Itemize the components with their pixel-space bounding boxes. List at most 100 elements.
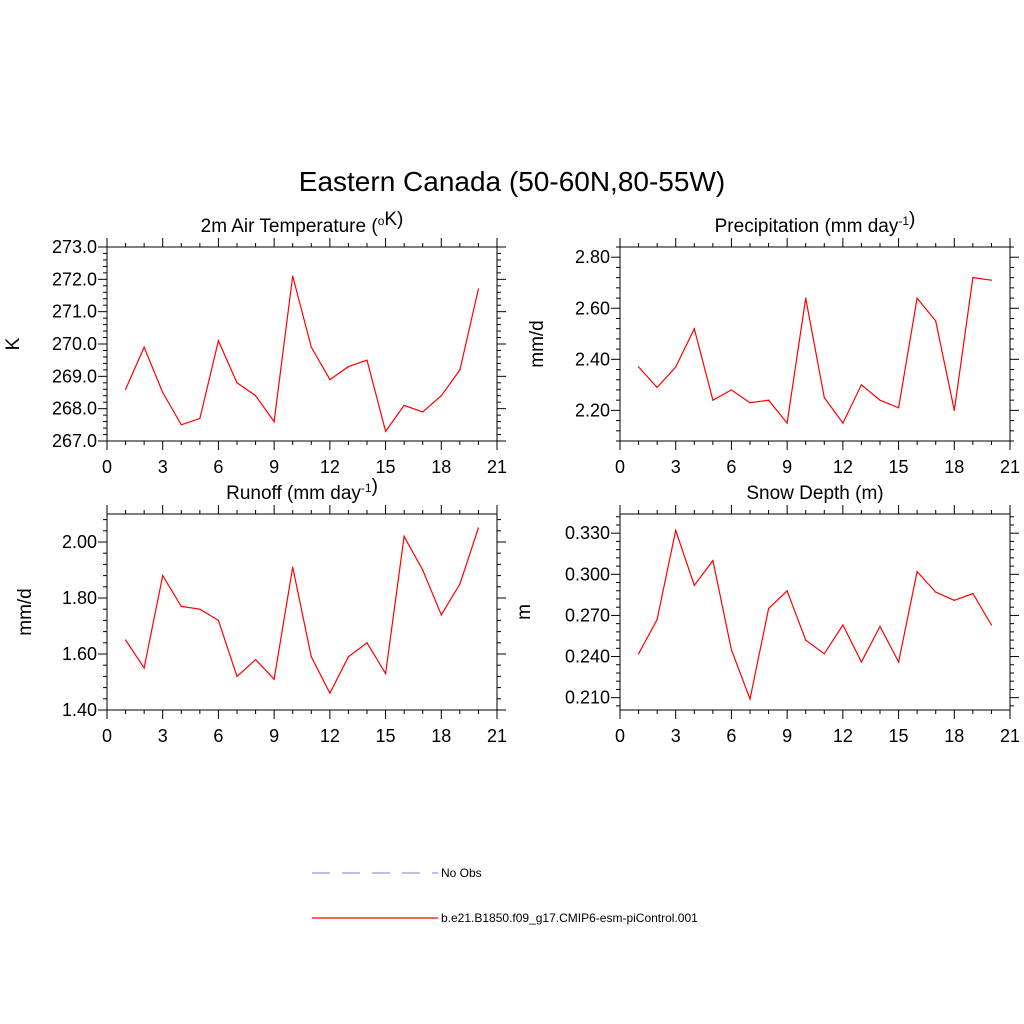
x-tick-label: 12 — [833, 726, 853, 746]
data-point — [786, 590, 788, 592]
data-point — [143, 346, 145, 348]
data-point — [675, 366, 677, 368]
data-point — [879, 399, 881, 401]
panel-4: Snow Depth (m) m 0 3 6 9 12 15 18 21 0.210 0.240 0.2… — [514, 483, 1020, 746]
data-point — [162, 391, 164, 394]
x-tick-label: 12 — [833, 457, 853, 477]
data-point — [440, 614, 442, 616]
data-point — [347, 656, 350, 658]
data-point — [366, 642, 368, 644]
x-tick-label: 9 — [269, 726, 279, 746]
data-point — [805, 297, 807, 299]
data-point — [236, 382, 238, 384]
data-point — [693, 584, 695, 586]
data-point — [292, 566, 294, 568]
y-tick-label: 272.0 — [52, 269, 97, 289]
x-tick-label: 3 — [158, 457, 168, 477]
data-point — [236, 675, 238, 678]
y-tick-label: 270.0 — [52, 334, 97, 354]
x-tick-label: 3 — [671, 726, 681, 746]
x-tick-label: 15 — [889, 726, 909, 746]
y-tick-label: 0.210 — [565, 688, 610, 708]
data-point — [459, 369, 461, 371]
y-tick-label: 273.0 — [52, 237, 97, 257]
x-tick-label: 0 — [615, 726, 625, 746]
data-point — [860, 384, 863, 386]
y-tick-label: 2.00 — [62, 532, 97, 552]
plot-frame — [106, 246, 498, 442]
data-point — [730, 389, 733, 391]
x-tick-label: 0 — [102, 457, 112, 477]
data-point — [199, 608, 201, 610]
x-tick-label: 18 — [944, 726, 964, 746]
data-point — [254, 395, 257, 397]
data-point — [162, 575, 164, 577]
data-point — [384, 673, 387, 675]
series-line — [125, 275, 479, 433]
data-point — [440, 395, 442, 397]
data-point — [879, 625, 881, 627]
figure-title: Eastern Canada (50-60N,80-55W) — [299, 166, 725, 197]
data-point — [656, 386, 658, 388]
data-point — [805, 639, 807, 641]
data-point — [199, 417, 201, 419]
data-point — [329, 378, 331, 381]
panel-2: Precipitation (mm day-1) mm/d 0 3 6 9 12 15 18 21… — [527, 209, 1020, 477]
y-tick-label: 2.20 — [575, 400, 610, 420]
x-tick-label: 18 — [431, 726, 451, 746]
x-tick-label: 3 — [671, 457, 681, 477]
series-line — [638, 276, 992, 425]
data-point — [124, 639, 127, 641]
y-tick-label: 1.80 — [62, 588, 97, 608]
x-tick-label: 6 — [726, 726, 736, 746]
data-point — [254, 659, 257, 661]
data-point — [329, 692, 331, 694]
x-tick-label: 21 — [487, 726, 507, 746]
data-point — [292, 275, 294, 277]
data-point — [935, 591, 937, 593]
x-tick-label: 21 — [1000, 457, 1020, 477]
data-point — [712, 560, 714, 562]
data-point — [459, 583, 461, 585]
data-point — [675, 529, 677, 532]
data-point — [273, 421, 275, 423]
x-tick-label: 0 — [102, 726, 112, 746]
data-point — [730, 649, 733, 651]
y-axis-label: mm/d — [15, 588, 36, 636]
y-tick-label: 267.0 — [52, 431, 97, 451]
x-tick-label: 21 — [487, 457, 507, 477]
x-tick-label: 9 — [782, 726, 792, 746]
x-tick-label: 12 — [320, 726, 340, 746]
y-axis-label: K — [3, 337, 24, 350]
legend-label: No Obs — [441, 866, 482, 880]
panel-title: Runoff (mm day-1) — [226, 476, 378, 504]
data-point — [124, 388, 127, 390]
data-point — [143, 667, 145, 669]
data-point — [366, 359, 368, 361]
data-point — [477, 527, 480, 529]
x-tick-label: 6 — [726, 457, 736, 477]
series-line — [125, 527, 479, 695]
data-point — [972, 277, 974, 279]
data-point — [749, 402, 751, 404]
data-point — [384, 430, 387, 432]
y-tick-label: 0.240 — [565, 647, 610, 667]
panel-3: Runoff (mm day-1) mm/d 0 3 6 9 12 15 18 21 1.40 1.6… — [15, 476, 507, 746]
data-point — [217, 340, 220, 342]
data-point — [422, 411, 424, 413]
panel-title: 2m Air Temperature (oK) — [201, 209, 404, 237]
panel-title: Snow Depth (m) — [746, 483, 883, 504]
y-axis-label: m — [514, 604, 535, 620]
data-point — [767, 607, 770, 610]
y-tick-label: 0.300 — [565, 564, 610, 584]
panels: 2m Air Temperature (oK) K 0 3 6 9 12 15 18 21 267.… — [3, 209, 1020, 746]
y-tick-label: 0.330 — [565, 523, 610, 543]
x-tick-label: 9 — [269, 457, 279, 477]
x-tick-label: 3 — [158, 726, 168, 746]
y-tick-label: 271.0 — [52, 302, 97, 322]
x-tick-label: 15 — [889, 457, 909, 477]
data-point — [180, 605, 182, 608]
data-point — [990, 279, 993, 281]
x-tick-label: 18 — [944, 457, 964, 477]
data-point — [767, 399, 770, 401]
